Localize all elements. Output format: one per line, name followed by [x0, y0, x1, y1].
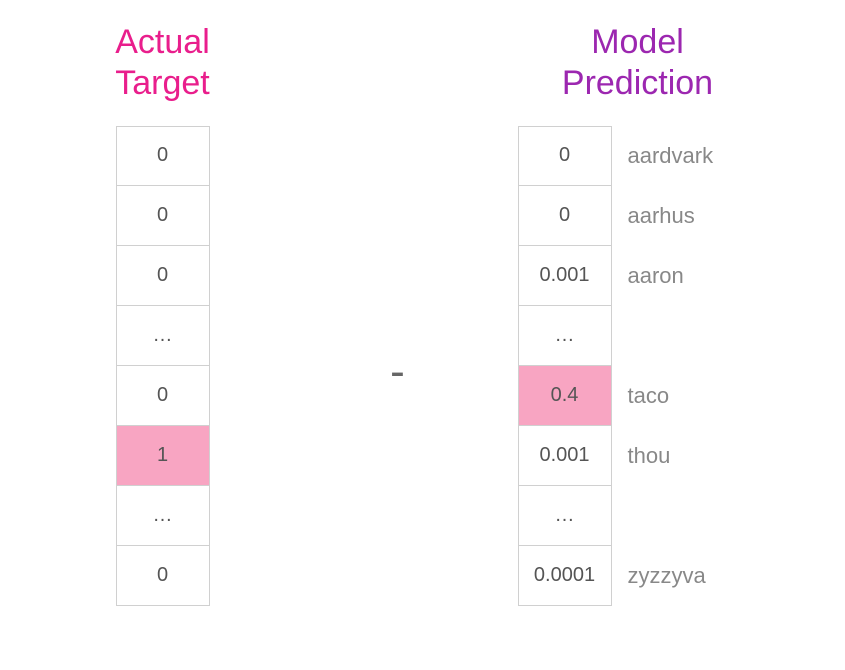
prediction-cell-3: …: [518, 306, 612, 366]
model-prediction-vector-wrap: 000.001…0.40.001…0.0001 aardvarkaarhusaa…: [518, 126, 714, 606]
actual-cell-3: …: [116, 306, 210, 366]
word-label-2: aaron: [628, 246, 714, 306]
model-prediction-header: Model Prediction: [498, 22, 778, 104]
word-label-7: zyzzyva: [628, 546, 714, 606]
minus-operator: -: [390, 347, 405, 397]
word-label-1: aarhus: [628, 186, 714, 246]
prediction-cell-4: 0.4: [518, 366, 612, 426]
actual-cell-4: 0: [116, 366, 210, 426]
actual-target-vector-wrap: 000…01…0: [116, 126, 210, 606]
actual-target-vector: 000…01…0: [116, 126, 210, 606]
word-label-0: aardvark: [628, 126, 714, 186]
actual-cell-0: 0: [116, 126, 210, 186]
prediction-cell-5: 0.001: [518, 426, 612, 486]
word-label-3: [628, 306, 714, 366]
model-prediction-column: Model Prediction 000.001…0.40.001…0.0001…: [518, 22, 798, 606]
word-labels: aardvarkaarhusaaron tacothou zyzzyva: [628, 126, 714, 606]
word-label-6: [628, 486, 714, 546]
prediction-cell-1: 0: [518, 186, 612, 246]
operator-column: -: [278, 22, 518, 622]
actual-cell-2: 0: [116, 246, 210, 306]
actual-cell-6: …: [116, 486, 210, 546]
prediction-cell-7: 0.0001: [518, 546, 612, 606]
model-prediction-vector: 000.001…0.40.001…0.0001: [518, 126, 612, 606]
actual-cell-1: 0: [116, 186, 210, 246]
actual-cell-5: 1: [116, 426, 210, 486]
actual-target-column: Actual Target 000…01…0: [48, 22, 278, 606]
actual-target-header: Actual Target: [115, 22, 210, 104]
actual-cell-7: 0: [116, 546, 210, 606]
prediction-cell-2: 0.001: [518, 246, 612, 306]
word-label-5: thou: [628, 426, 714, 486]
word-label-4: taco: [628, 366, 714, 426]
prediction-cell-6: …: [518, 486, 612, 546]
diagram-container: Actual Target 000…01…0 - Model Predictio…: [0, 0, 845, 622]
prediction-cell-0: 0: [518, 126, 612, 186]
